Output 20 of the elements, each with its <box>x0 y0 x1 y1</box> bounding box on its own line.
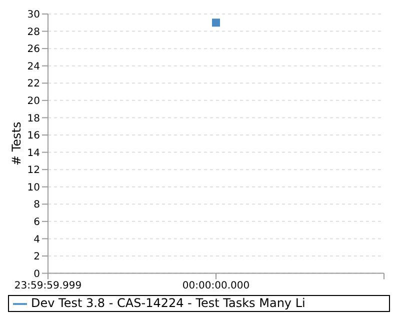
y-tick-label: 6 <box>34 216 40 228</box>
y-tick-label: 8 <box>34 200 40 211</box>
y-tick-label: 14 <box>27 148 40 159</box>
x-tick-label: 00:00:00.000 <box>182 280 250 292</box>
x-tick-label: 23:59:59.999 <box>14 280 82 292</box>
y-tick-label: 20 <box>27 96 40 107</box>
y-tick-label: 18 <box>27 113 40 124</box>
y-tick-label: 2 <box>34 252 40 263</box>
y-tick-label: 22 <box>27 78 40 90</box>
y-tick-label: 4 <box>34 234 40 246</box>
legend-label: Dev Test 3.8 - CAS-14224 - Test Tasks Many Li <box>31 296 306 310</box>
y-tick-label: 0 <box>34 268 40 280</box>
y-tick-label: 16 <box>27 130 40 142</box>
y-tick-label: 30 <box>27 10 40 21</box>
y-tick-label: 24 <box>27 61 40 72</box>
y-tick-label: 10 <box>27 182 40 194</box>
y-tick-label: 26 <box>27 44 40 56</box>
y-tick-label: 28 <box>27 26 40 38</box>
y-tick-label: 12 <box>27 165 40 176</box>
y-axis-title: # Tests <box>9 122 24 166</box>
